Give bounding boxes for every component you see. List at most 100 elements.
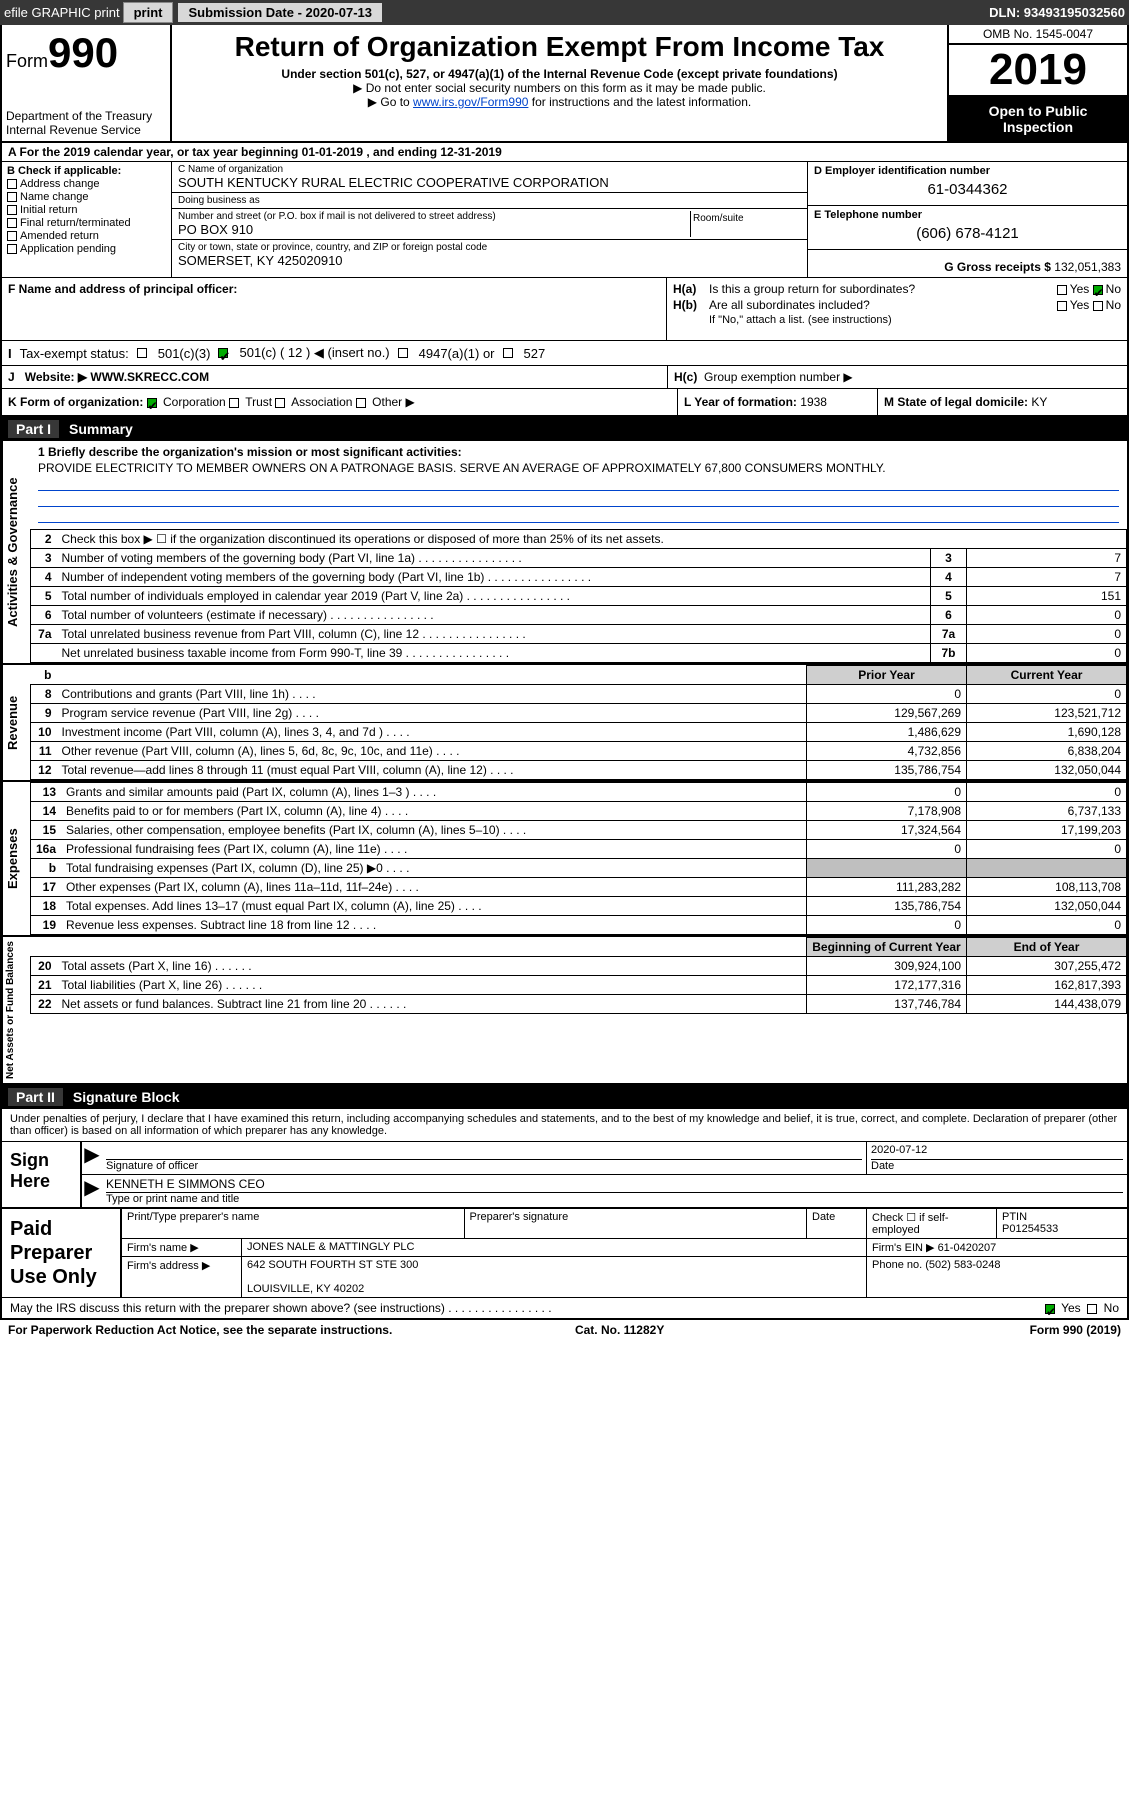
irs-link[interactable]: www.irs.gov/Form990 (413, 95, 528, 109)
revenue-table: bPrior YearCurrent Year8Contributions an… (30, 665, 1127, 780)
dept-treasury: Department of the Treasury Internal Reve… (6, 109, 166, 137)
prep-name-hdr: Print/Type preparer's name (122, 1209, 465, 1238)
d-ein-label: D Employer identification number (814, 165, 1121, 177)
arrow-icon: ▶ (82, 1175, 102, 1207)
name-label: Type or print name and title (106, 1193, 239, 1205)
open-to-public: Open to Public Inspection (949, 97, 1127, 141)
hb-text: Are all subordinates included? (709, 298, 1057, 312)
submission-date: Submission Date - 2020-07-13 (178, 3, 382, 22)
chk-4947[interactable] (398, 348, 408, 358)
m-label: M State of legal domicile: (884, 395, 1028, 409)
netassets-section: Net Assets or Fund Balances Beginning of… (0, 937, 1129, 1085)
chk-name-change[interactable]: Name change (7, 191, 166, 203)
arrow-icon: ▶ (82, 1142, 102, 1174)
expenses-section: Expenses 13Grants and similar amounts pa… (0, 782, 1129, 937)
b-header: B Check if applicable: (7, 165, 166, 177)
expenses-table: 13Grants and similar amounts paid (Part … (30, 782, 1127, 935)
tab-expenses: Expenses (2, 782, 30, 935)
firm-addr1: 642 SOUTH FOURTH ST STE 300 (247, 1259, 418, 1271)
discuss-yes[interactable]: ✔ (1045, 1304, 1055, 1314)
page-footer: For Paperwork Reduction Act Notice, see … (0, 1320, 1129, 1340)
i-label: I (8, 346, 12, 361)
firm-label: Firm's name ▶ (122, 1239, 242, 1256)
chk-initial-return[interactable]: Initial return (7, 204, 166, 216)
footer-right: Form 990 (2019) (1030, 1323, 1121, 1337)
row-a-period: A For the 2019 calendar year, or tax yea… (2, 141, 1127, 161)
hb-yes[interactable] (1057, 301, 1067, 311)
chk-final-return[interactable]: Final return/terminated (7, 217, 166, 229)
dln: DLN: 93493195032560 (989, 5, 1125, 20)
f-officer-label: F Name and address of principal officer: (8, 282, 237, 296)
top-bar: efile GRAPHIC print print Submission Dat… (0, 0, 1129, 25)
sig-date: 2020-07-12 (871, 1144, 1123, 1160)
chk-trust[interactable] (229, 398, 239, 408)
netassets-table: Beginning of Current YearEnd of Year20To… (30, 937, 1127, 1014)
state-domicile: KY (1031, 395, 1047, 409)
ptin-label: PTIN (1002, 1211, 1027, 1223)
prep-sig-hdr: Preparer's signature (465, 1209, 808, 1238)
signature-block: Under penalties of perjury, I declare th… (0, 1109, 1129, 1320)
tax-exempt-label: Tax-exempt status: (20, 346, 129, 361)
paid-preparer-label: Paid Preparer Use Only (2, 1209, 122, 1297)
subtitle-3: ▶ Go to www.irs.gov/Form990 for instruct… (180, 95, 939, 109)
j-label: J (8, 370, 15, 384)
ha-no[interactable]: ✔ (1093, 285, 1103, 295)
addr-value: PO BOX 910 (178, 222, 690, 237)
gross-receipts: 132,051,383 (1054, 260, 1121, 274)
ha-yes[interactable] (1057, 285, 1067, 295)
self-emp: Check ☐ if self-employed (867, 1209, 997, 1238)
addr-label: Number and street (or P.O. box if mail i… (178, 211, 690, 222)
e-phone-label: E Telephone number (814, 209, 1121, 221)
discuss-no[interactable] (1087, 1304, 1097, 1314)
prep-date-hdr: Date (807, 1209, 867, 1238)
chk-amended[interactable]: Amended return (7, 230, 166, 242)
hc-text: Group exemption number ▶ (704, 370, 853, 384)
efile-print-btn[interactable]: print (123, 2, 174, 23)
omb-number: OMB No. 1545-0047 (949, 25, 1127, 45)
chk-527[interactable] (503, 348, 513, 358)
dba-label: Doing business as (178, 195, 801, 206)
phone-label: Phone no. (872, 1259, 922, 1271)
city-label: City or town, state or province, country… (178, 242, 801, 253)
f-officer-value (8, 296, 660, 336)
chk-address-change[interactable]: Address change (7, 178, 166, 190)
website-value: WWW.SKRECC.COM (90, 370, 209, 384)
ptin: P01254533 (1002, 1223, 1058, 1235)
date-label: Date (871, 1160, 894, 1172)
efile-label: efile GRAPHIC print (4, 5, 120, 20)
ha-text: Is this a group return for subordinates? (709, 282, 1057, 296)
ag-table: 2Check this box ▶ ☐ if the organization … (30, 529, 1127, 663)
hb-no[interactable] (1093, 301, 1103, 311)
l-label: L Year of formation: (684, 395, 797, 409)
q1-label: 1 Briefly describe the organization's mi… (38, 445, 462, 459)
chk-assoc[interactable] (275, 398, 285, 408)
revenue-section: Revenue bPrior YearCurrent Year8Contribu… (0, 665, 1129, 782)
mission-text: PROVIDE ELECTRICITY TO MEMBER OWNERS ON … (38, 461, 1119, 475)
firm-phone: (502) 583-0248 (925, 1259, 1000, 1271)
chk-app-pending[interactable]: Application pending (7, 243, 166, 255)
col-b-checkboxes: B Check if applicable: Address change Na… (2, 162, 172, 277)
ein-value: 61-0344362 (814, 177, 1121, 202)
part1-header: Part ISummary (0, 417, 1129, 441)
c-name-label: C Name of organization (178, 164, 801, 175)
room-label: Room/suite (691, 211, 801, 237)
chk-501c3[interactable] (137, 348, 147, 358)
chk-corp[interactable]: ✔ (147, 398, 157, 408)
footer-left: For Paperwork Reduction Act Notice, see … (8, 1323, 392, 1337)
phone-value: (606) 678-4121 (814, 221, 1121, 246)
chk-501c[interactable]: ✔ (218, 348, 228, 358)
website-label: Website: ▶ (25, 370, 87, 384)
form-title: Return of Organization Exempt From Incom… (180, 31, 939, 63)
sig-preamble: Under penalties of perjury, I declare th… (2, 1109, 1127, 1141)
year-formed: 1938 (800, 395, 827, 409)
discuss-text: May the IRS discuss this return with the… (10, 1301, 552, 1315)
firm-addr-label: Firm's address ▶ (122, 1257, 242, 1297)
tab-revenue: Revenue (2, 665, 30, 780)
tab-netassets: Net Assets or Fund Balances (2, 937, 30, 1083)
firm-name: JONES NALE & MATTINGLY PLC (242, 1239, 867, 1256)
subtitle-2: ▶ Do not enter social security numbers o… (180, 81, 939, 95)
hb-note: If "No," attach a list. (see instruction… (673, 314, 1121, 326)
tab-activities: Activities & Governance (2, 441, 30, 663)
chk-other[interactable] (356, 398, 366, 408)
g-gross-label: G Gross receipts $ (944, 260, 1051, 274)
